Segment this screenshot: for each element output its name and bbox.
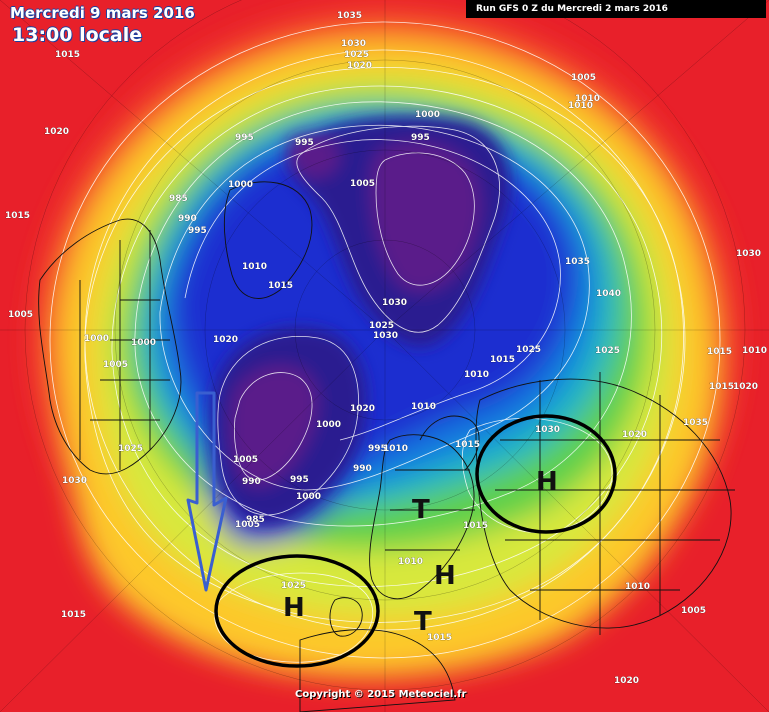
isobar-label: 1005: [103, 360, 128, 370]
isobar-label: 995: [368, 444, 387, 454]
isobar-label: 1030: [341, 39, 366, 49]
isobar-label: 1015: [707, 347, 732, 357]
isobar-label: 1015: [268, 281, 293, 291]
isobar-label: 1020: [213, 335, 238, 345]
forecast-time: 13:00 locale: [12, 24, 143, 46]
isobar-label: 1025: [118, 444, 143, 454]
isobar-label: 1005: [681, 606, 706, 616]
isobar-label: 1005: [233, 455, 258, 465]
isobar-label: 1025: [369, 321, 394, 331]
band-deepest-north: [370, 141, 481, 293]
isobar-label: 1010: [464, 370, 489, 380]
model-run-banner: Run GFS 0 Z du Mercredi 2 mars 2016: [466, 0, 766, 18]
isobar-label: 1035: [683, 418, 708, 428]
isobar-label: 1035: [337, 11, 362, 21]
isobar-label: 985: [246, 515, 265, 525]
isobar-label: 1010: [242, 262, 267, 272]
isobar-label: 995: [411, 133, 430, 143]
isobar-label: 1000: [415, 110, 440, 120]
isobar-label: 1005: [571, 73, 596, 83]
isobar-label: 995: [290, 475, 309, 485]
high-label-europe: H: [434, 561, 456, 591]
isobar-label: 990: [242, 477, 261, 487]
isobar-label: 1010: [398, 557, 423, 567]
isobar-label: 1025: [516, 345, 541, 355]
isobar-labels: 1035 1030 1025 1020 1015 1020 1015 1005 …: [5, 11, 767, 686]
isobar-label: 1025: [595, 346, 620, 356]
high-circle-atlantic: [214, 554, 380, 668]
isobar-label: 1000: [131, 338, 156, 348]
isobar-label: 1040: [596, 289, 621, 299]
isobar-label: 1020: [622, 430, 647, 440]
isobar-label: 1025: [281, 581, 306, 591]
isobar-label: 1015: [5, 211, 30, 221]
coastlines: [38, 181, 735, 712]
isobar-label: 1010: [411, 402, 436, 412]
isobar-label: 1010: [625, 582, 650, 592]
pressure-systems: H H H T T: [283, 467, 558, 637]
isobar-label: 1000: [316, 420, 341, 430]
isobar-label: 1015: [427, 633, 452, 643]
high-circle-russia: [475, 414, 617, 534]
isobar-label: 1020: [44, 127, 69, 137]
isobar-label: 1005: [235, 520, 260, 530]
isobar-label: 1015: [55, 50, 80, 60]
isobar-label: 1025: [344, 50, 369, 60]
band-deepest-small: [287, 133, 340, 179]
isobar-label: 990: [353, 464, 372, 474]
isobar-label: 995: [188, 226, 207, 236]
isobar-label: 1020: [347, 61, 372, 71]
low-label-scandinavia: T: [412, 495, 430, 525]
isobar-label: 1015: [709, 382, 734, 392]
band-deepest-atlantic: [229, 364, 319, 488]
isobar-label: 1010: [742, 346, 767, 356]
isobar-label: 985: [169, 194, 188, 204]
isobar-label: 1030: [373, 331, 398, 341]
isobar-label: 990: [178, 214, 197, 224]
isobar-label: 1010: [383, 444, 408, 454]
isobar-label: 1030: [382, 298, 407, 308]
isobar-label: 1000: [296, 492, 321, 502]
low-label-mediterranean: T: [414, 607, 432, 637]
isobar-label: 1010: [575, 94, 600, 104]
isobar-label: 1030: [62, 476, 87, 486]
isobar-label: 995: [235, 133, 254, 143]
isobar-lines: [49, 21, 721, 663]
isobar-label: 1035: [565, 257, 590, 267]
isobar-label: 1020: [733, 382, 758, 392]
high-label-russia: H: [536, 467, 558, 497]
isobar-label: 1030: [736, 249, 761, 259]
isobar-label: 995: [295, 138, 314, 148]
isobar-label: 1015: [463, 521, 488, 531]
copyright-notice: Copyright © 2015 Meteociel.fr: [295, 689, 467, 700]
isobar-label: 1020: [614, 676, 639, 686]
trough-arrow: [186, 391, 228, 592]
high-label-atlantic: H: [283, 593, 305, 623]
down-arrow-icon: [186, 391, 228, 592]
isobar-label: 1005: [350, 179, 375, 189]
forecast-date: Mercredi 9 mars 2016: [10, 4, 195, 22]
isobar-label: 1030: [535, 425, 560, 435]
isobar-label: 1015: [490, 355, 515, 365]
isobar-label: 1005: [8, 310, 33, 320]
isobar-label: 1015: [61, 610, 86, 620]
isobar-label: 1015: [455, 440, 480, 450]
isobar-label: 1010: [568, 101, 593, 111]
isobar-label: 1000: [228, 180, 253, 190]
isobar-label: 1000: [84, 334, 109, 344]
isobar-label: 1020: [350, 404, 375, 414]
high-circles: [214, 414, 617, 668]
